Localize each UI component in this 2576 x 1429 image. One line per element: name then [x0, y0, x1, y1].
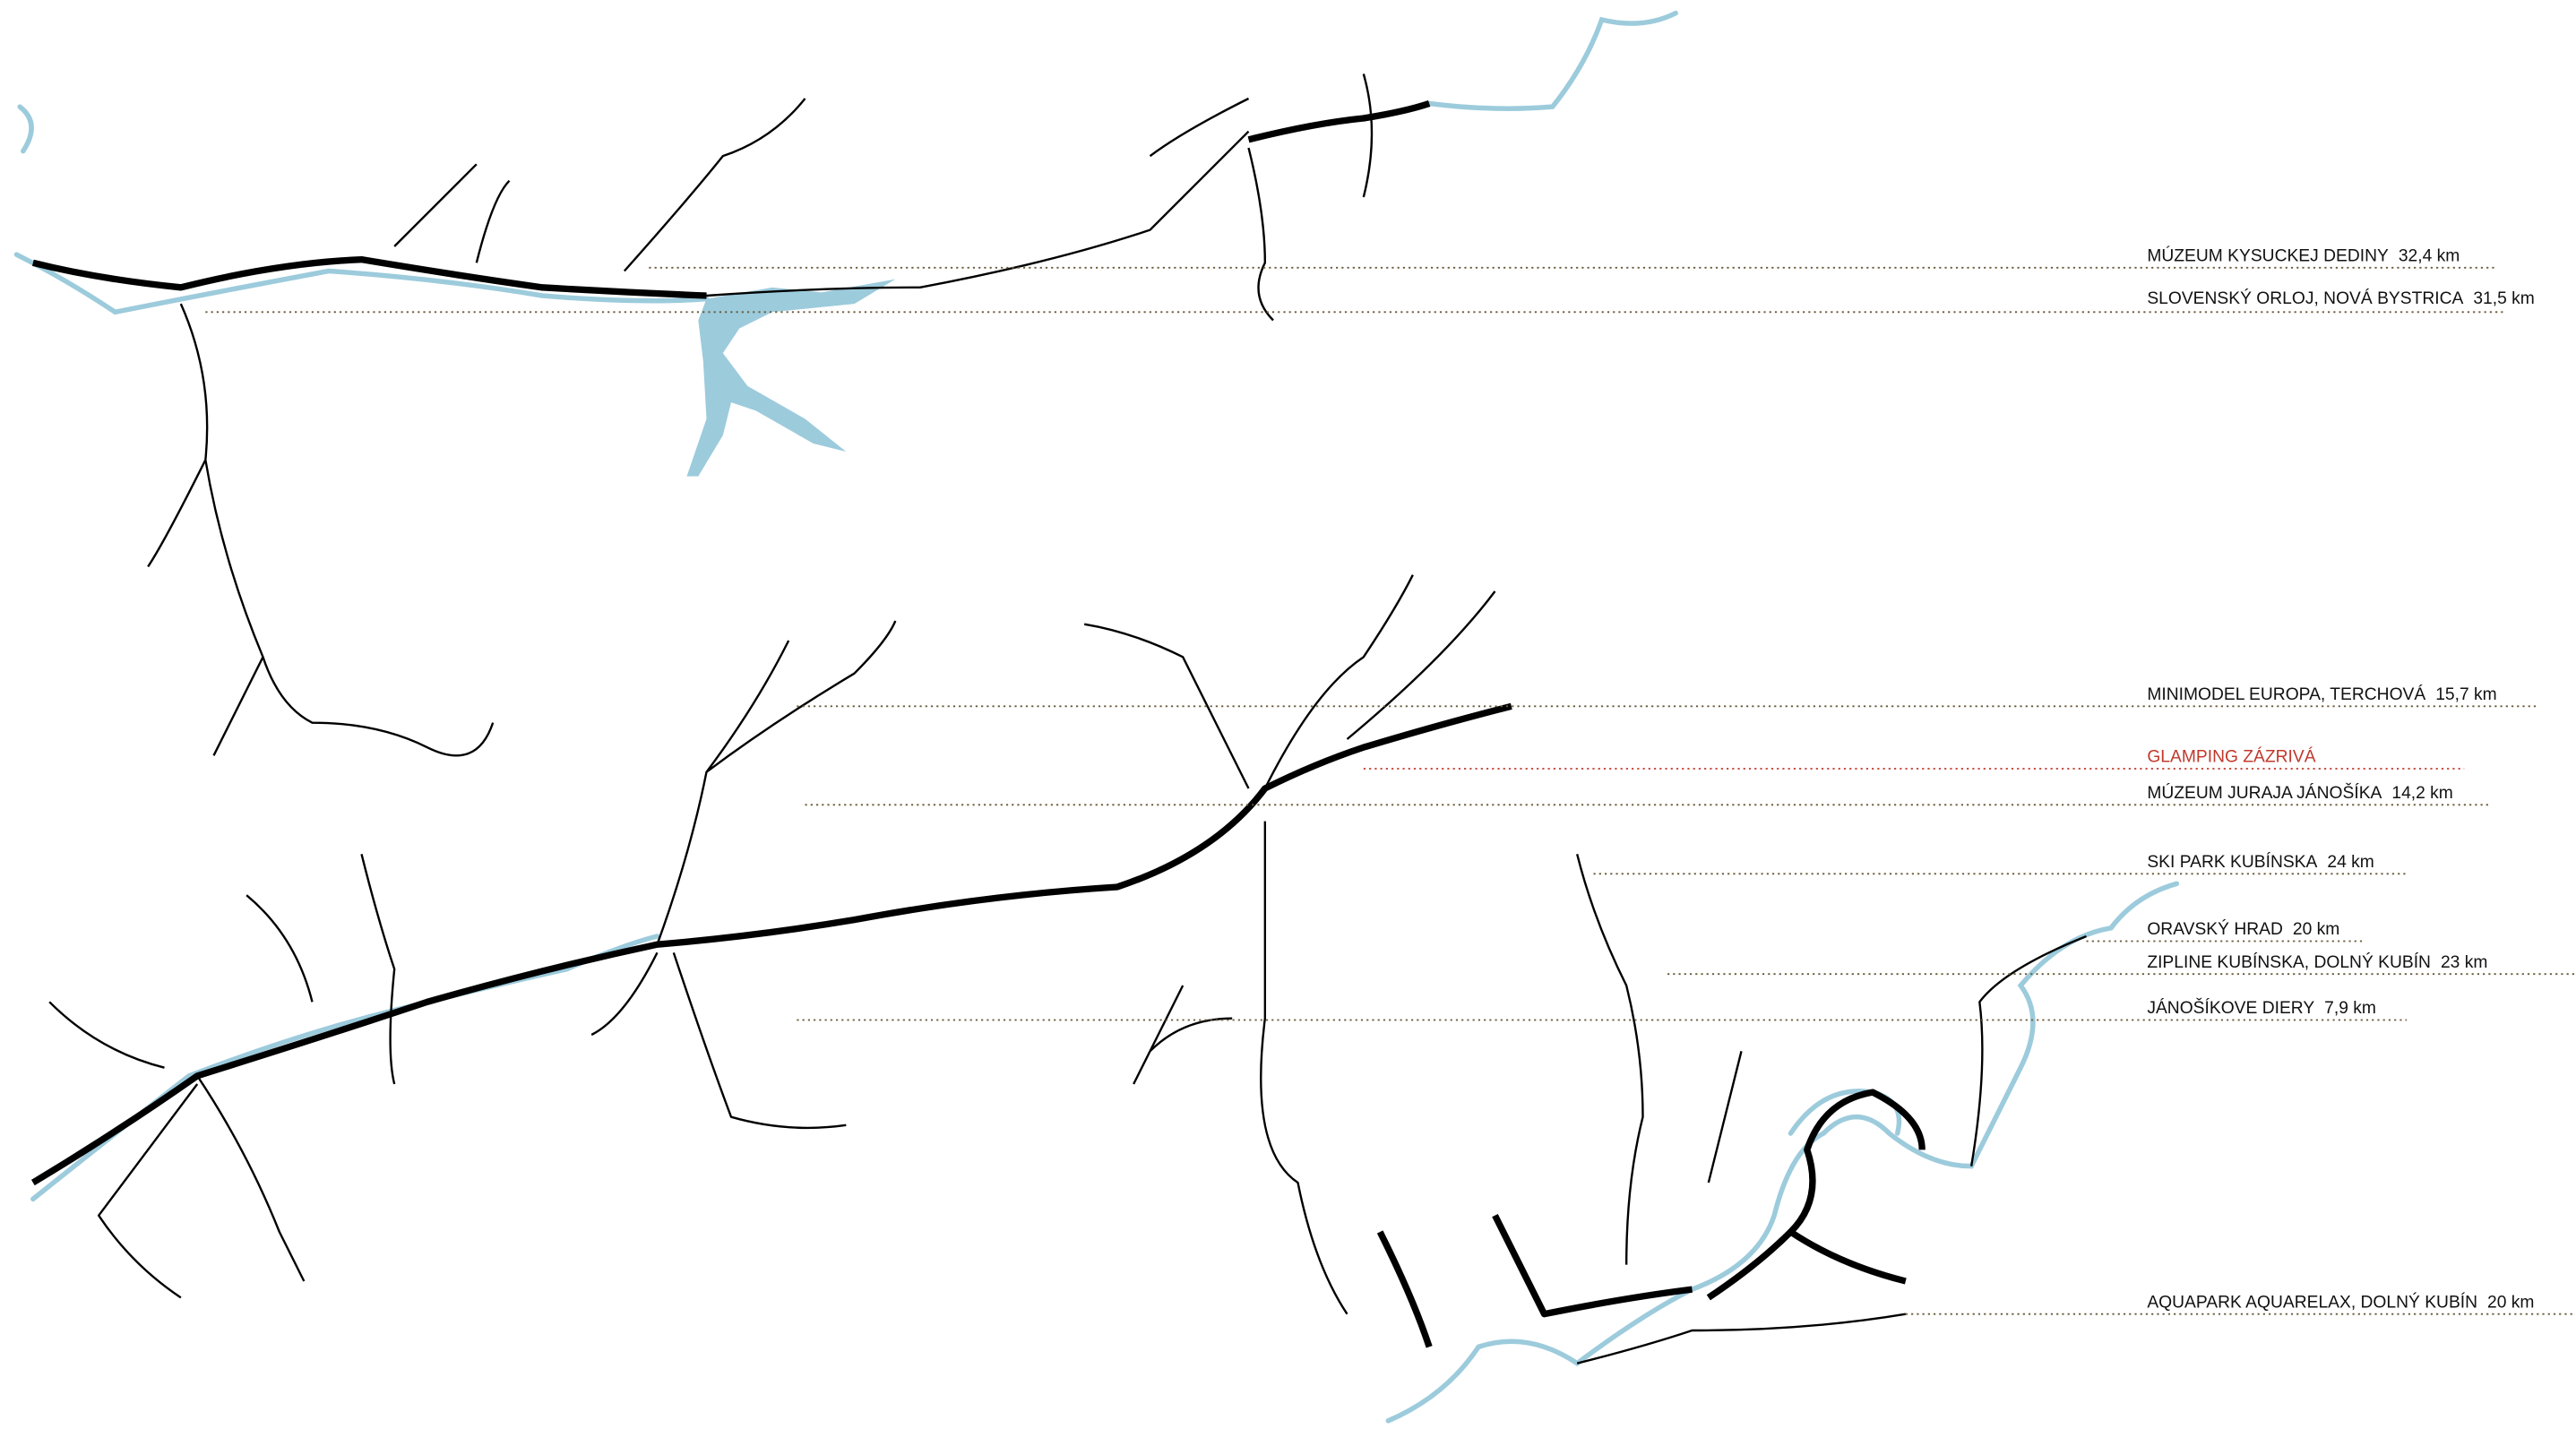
place-distance: 23 km: [2441, 953, 2487, 972]
place-label: ORAVSKÝ HRAD 20 km: [2147, 920, 2339, 939]
place-label: ZIPLINE KUBÍNSKA, DOLNÝ KUBÍN 23 km: [2147, 953, 2487, 972]
water: [13, 10, 2180, 1424]
place-name: AQUAPARK AQUARELAX, DOLNÝ KUBÍN: [2147, 1293, 2477, 1312]
place-distance: 7,9 km: [2324, 999, 2376, 1018]
place-distance: 15,7 km: [2435, 685, 2496, 704]
place-label: SKI PARK KUBÍNSKA 24 km: [2147, 853, 2374, 872]
place-label: SLOVENSKÝ ORLOJ, NOVÁ BYSTRICA 31,5 km: [2147, 289, 2535, 308]
labels: MÚZEUM KYSUCKEJ DEDINY 32,4 km SLOVENSKÝ O…: [205, 246, 2576, 1315]
roads: [30, 73, 2087, 1364]
place-name: ZIPLINE KUBÍNSKA, DOLNÝ KUBÍN: [2147, 953, 2431, 972]
place-label: MINIMODEL EUROPA, TERCHOVÁ 15,7 km: [2147, 685, 2496, 704]
place-name: SKI PARK KUBÍNSKA: [2147, 853, 2317, 872]
place-name: MINIMODEL EUROPA, TERCHOVÁ: [2147, 685, 2425, 704]
place-label: MÚZEUM KYSUCKEJ DEDINY 32,4 km: [2147, 246, 2460, 266]
place-name: JÁNOŠÍKOVE DIERY: [2147, 998, 2314, 1018]
place-distance: 24 km: [2327, 853, 2374, 872]
place-distance: 20 km: [2293, 920, 2339, 939]
place-name: SLOVENSKÝ ORLOJ, NOVÁ BYSTRICA: [2147, 289, 2463, 308]
place-name: MÚZEUM JURAJA JÁNOŠÍKA: [2147, 783, 2382, 803]
place-distance: 31,5 km: [2473, 289, 2534, 308]
place-name: GLAMPING ZÁZRIVÁ: [2147, 748, 2315, 767]
place-distance: 14,2 km: [2391, 784, 2452, 803]
place-label: GLAMPING ZÁZRIVÁ: [2147, 748, 2315, 767]
place-name: ORAVSKÝ HRAD: [2147, 920, 2283, 939]
place-label: AQUAPARK AQUARELAX, DOLNÝ KUBÍN 20 km: [2147, 1293, 2534, 1312]
place-distance: 32,4 km: [2399, 247, 2460, 266]
place-label: MÚZEUM JURAJA JÁNOŠÍKA 14,2 km: [2147, 783, 2453, 803]
place-distance: 20 km: [2487, 1293, 2534, 1312]
place-name: MÚZEUM KYSUCKEJ DEDINY: [2147, 246, 2389, 266]
place-label: JÁNOŠÍKOVE DIERY 7,9 km: [2147, 998, 2376, 1018]
reservoir: [686, 279, 896, 477]
